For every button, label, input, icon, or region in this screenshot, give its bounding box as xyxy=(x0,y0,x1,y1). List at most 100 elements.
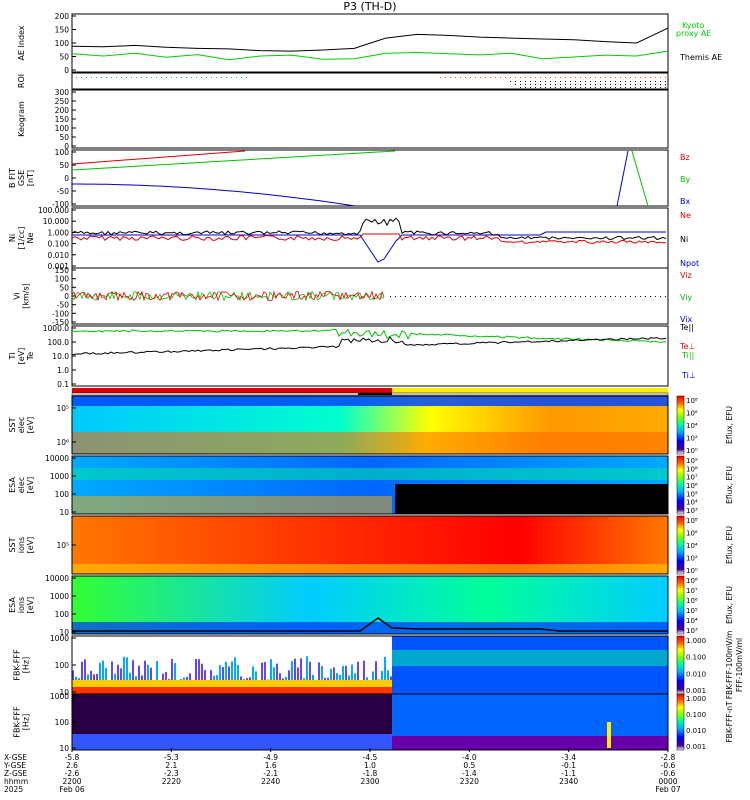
velocity-red-line xyxy=(71,290,385,302)
footer-value: 2340 xyxy=(559,777,578,786)
by-line-2 xyxy=(631,150,649,207)
footer-axis: X-GSEY-GSEZ-GSEhhmm2025-5.82.6-2.62200Fe… xyxy=(3,748,681,794)
bfield-ytick: 100 xyxy=(55,148,70,157)
esa-i-ylabel-1: ions xyxy=(17,597,26,613)
bx-line xyxy=(72,183,356,207)
esa-e-ylabel-1: elec xyxy=(17,477,26,493)
sst-i-cbar-tick: 10⁴ xyxy=(686,542,698,550)
fbk-e-cbar-tick: 0.100 xyxy=(686,654,706,662)
fbk-b-colorbar: 1.000 0.100 0.010 0.001 FBK-FFF-nT xyxy=(676,693,734,751)
footer-value: -1.1 xyxy=(561,769,576,778)
footer-value: -2.6 xyxy=(65,769,80,778)
velocity-ylabel-0: Vi xyxy=(13,292,22,300)
esa-e-ytick: 1000 xyxy=(50,472,69,481)
esa-i-ytick: 10000 xyxy=(45,574,69,583)
footer-value: 0000 xyxy=(658,777,677,786)
density-legend-item: Ne xyxy=(680,211,691,220)
bfield-ylabel-2: [nT] xyxy=(26,170,35,186)
sst-i-cbar-tick: 10² xyxy=(686,555,698,563)
footer-value: Feb 07 xyxy=(655,785,680,794)
bx-line-2 xyxy=(616,150,629,207)
fbk-b-cbar-tick: 0.100 xyxy=(686,711,706,719)
keogram-ytick: 200 xyxy=(55,106,70,115)
sst-i-cbar-tick: 10⁸ xyxy=(686,517,698,525)
esa-e-cbar-tick: 10⁶ xyxy=(686,482,698,490)
footer-value: -0.6 xyxy=(661,761,676,770)
sst-e-ylabel-2: [eV] xyxy=(26,417,35,434)
density-ytick: 10.000 xyxy=(43,217,69,226)
footer-value: -2.1 xyxy=(263,769,278,778)
keogram-ytick: 300 xyxy=(55,88,70,97)
footer-value: -3.4 xyxy=(561,753,576,762)
sst-i-ylabel-0: SST xyxy=(8,537,17,552)
esa-e-ylabel-0: ESA xyxy=(8,477,17,493)
sst-i-cbar-tick: 10⁰ xyxy=(686,567,698,575)
footer-value: -4.0 xyxy=(462,753,477,762)
sst-e-cbar-label: Eflux, EFU xyxy=(725,406,734,444)
density-ylabel-0: Ni xyxy=(8,234,17,242)
velocity-ytick: -50 xyxy=(57,301,69,310)
sst-i-cbar-tick: 10⁶ xyxy=(686,530,698,538)
velocity-ytick: -150 xyxy=(52,318,69,327)
density-panel xyxy=(71,207,669,269)
density-ytick: 1.000 xyxy=(48,228,70,237)
esa-ions-spectrogram xyxy=(71,575,669,635)
fbk-b-cbar-label: FBK-FFF-nT xyxy=(725,701,734,743)
bfield-legend-item: By xyxy=(680,175,690,184)
footer-value: -0.6 xyxy=(661,769,676,778)
ae-series-line xyxy=(71,50,669,61)
temp-ytick: 1.0 xyxy=(57,366,69,375)
bfield-ytick: 0 xyxy=(64,174,69,183)
sst-e-cbar-tick: 10⁴ xyxy=(686,422,698,430)
fbk-e-colorbar: 1.000 0.100 0.010 0.001 FBK-FFF-100mV/m FFF-1… xyxy=(676,631,744,699)
fbk-b-ylabel-0: FBK-FFF xyxy=(13,706,22,738)
fbk-b-ytick: 1000 xyxy=(50,692,69,701)
density-ytick: 0.001 xyxy=(48,262,70,271)
ae-ylabel-0: AE Index xyxy=(17,25,26,60)
footer-row-label: X-GSE xyxy=(4,753,27,762)
sst-elec-spectrogram xyxy=(71,395,669,455)
footer-value: -2.8 xyxy=(661,753,676,762)
esa-e-ytick: 10 xyxy=(59,508,69,517)
esa-i-cbar-tick: 10⁴ xyxy=(686,617,698,625)
sst-e-ytick: 10⁶ xyxy=(56,438,69,447)
footer-value: -1.4 xyxy=(462,769,477,778)
fbk-e-ytick: 1000 xyxy=(50,634,69,643)
footer-value: 2320 xyxy=(460,777,479,786)
footer-row-label: 2025 xyxy=(4,785,23,794)
ni-line xyxy=(71,217,667,241)
esa-e-cbar-tick: 10⁹ xyxy=(686,457,698,465)
fbk-e-cbar-tick: 1.000 xyxy=(686,637,706,645)
footer-value: 2220 xyxy=(162,777,181,786)
esa-e-cbar-tick: 10⁴ xyxy=(686,499,698,507)
esa-i-ytick: 100 xyxy=(55,610,70,619)
footer-value: 1.0 xyxy=(364,761,376,770)
temp-legend-item: Te|| xyxy=(679,323,694,332)
ae-ytick: 150 xyxy=(55,26,70,35)
esa-i-ylabel-0: ESA xyxy=(8,597,17,613)
esa-i-cbar-label: Eflux, EFU xyxy=(725,586,734,624)
esa-i-cbar-tick: 10⁶ xyxy=(686,597,698,605)
fbk-b-cbar-tick: 0.010 xyxy=(686,727,706,735)
esa-e-ytick: 10000 xyxy=(45,454,69,463)
footer-row-label: Y-GSE xyxy=(3,761,26,770)
footer-value: 1.6 xyxy=(265,761,277,770)
footer-value: -2.3 xyxy=(164,769,179,778)
by-line xyxy=(71,150,396,171)
esa-e-cbar-tick: 10³ xyxy=(686,507,698,515)
esa-i-colorbar: 10⁸ 10⁷ 10⁶ 10⁵ 10⁴ 10³ Eflux, EFU xyxy=(676,575,734,635)
ae-ytick: 50 xyxy=(59,53,69,62)
footer-value: 2300 xyxy=(360,777,379,786)
sst-e-cbar-tick: 10⁶ xyxy=(686,410,698,418)
ae-legend-item: Kyoto xyxy=(682,21,704,30)
fbk-e-cbar-label2: FFF-100mV/ml xyxy=(735,638,744,692)
sst-i-ytick: 10⁵ xyxy=(56,541,69,550)
ae-ytick: 100 xyxy=(55,39,70,48)
esa-e-cbar-tick: 10⁷ xyxy=(686,474,698,482)
temp-ytick: 100.0 xyxy=(48,338,70,347)
esa-i-ytick: 1000 xyxy=(50,592,69,601)
keogram-panel xyxy=(71,89,669,149)
esa-e-cbar-tick: 10⁵ xyxy=(686,490,698,498)
velocity-ytick: -100 xyxy=(52,309,69,318)
temp-panel xyxy=(71,325,669,387)
